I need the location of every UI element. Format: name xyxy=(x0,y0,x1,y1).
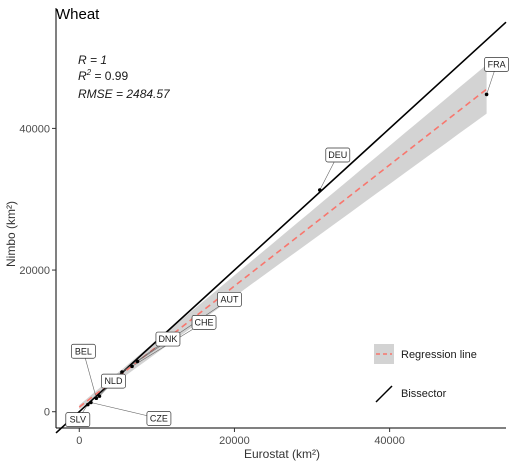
label-text: DNK xyxy=(158,334,177,344)
label-box xyxy=(70,343,96,359)
label-box xyxy=(65,412,91,427)
bisector-line xyxy=(55,21,507,434)
point-aut xyxy=(135,359,140,364)
point-che xyxy=(130,364,134,369)
point-nld xyxy=(97,394,102,398)
point-deu xyxy=(317,188,322,192)
label-box xyxy=(146,411,172,426)
label-nld: NLD xyxy=(101,373,126,389)
label-text: AUT xyxy=(220,294,239,304)
stat-r2-prefix: R xyxy=(78,69,87,83)
label-bel: BEL xyxy=(70,343,96,359)
label-box xyxy=(101,373,126,389)
point-slv xyxy=(86,402,90,407)
label-che: CHE xyxy=(191,315,217,330)
label-text: CHE xyxy=(195,317,214,327)
label-text: SLV xyxy=(70,415,86,425)
legend: Regression line Bissector xyxy=(374,344,477,403)
lines-layer xyxy=(55,21,507,434)
point-dnk xyxy=(120,370,124,374)
label-box xyxy=(484,57,509,72)
point-fra xyxy=(484,92,489,97)
y-tick-label: 40000 xyxy=(19,123,50,135)
points-layer xyxy=(86,92,489,407)
label-text: BEL xyxy=(75,346,92,356)
confidence-band-layer xyxy=(79,64,487,410)
label-text: CZE xyxy=(150,414,168,424)
regression-line xyxy=(78,88,488,408)
legend-label-bisector: Bissector xyxy=(401,388,447,400)
y-tick-label: 0 xyxy=(44,407,50,419)
label-aut: AUT xyxy=(217,292,242,307)
label-cze: CZE xyxy=(146,411,172,426)
label-box xyxy=(191,315,217,330)
label-box xyxy=(155,331,181,347)
label-dnk: DNK xyxy=(155,331,181,347)
stat-r: R = 1 xyxy=(78,53,107,67)
label-slv: SLV xyxy=(65,412,91,427)
legend-key-bisector xyxy=(375,385,393,403)
x-tick-label: 40000 xyxy=(374,435,405,447)
label-box xyxy=(217,292,242,307)
stats-block: R = 1 R2 = 0.99 RMSE = 2484.57 xyxy=(78,53,171,101)
x-axis-title: Eurostat (km²) xyxy=(244,447,320,461)
point-cze xyxy=(89,400,93,405)
label-text: FRA xyxy=(488,59,506,69)
connector-aut xyxy=(137,299,230,362)
y-tick-label: 20000 xyxy=(19,265,50,277)
stat-r2-exp: 2 xyxy=(86,68,92,77)
legend-label-regression: Regression line xyxy=(401,349,477,361)
label-fra: FRA xyxy=(484,57,509,72)
stat-rmse: RMSE = 2484.57 xyxy=(78,87,171,101)
label-text: DEU xyxy=(328,150,347,160)
x-tick-label: 20000 xyxy=(219,435,250,447)
stat-r2: R2 = 0.99 xyxy=(78,68,128,83)
stat-r2-value: = 0.99 xyxy=(91,69,128,83)
chart-title: Wheat xyxy=(56,6,100,23)
point-bel xyxy=(94,396,99,401)
x-axis-ticks: 0 20000 40000 xyxy=(76,428,405,447)
label-box xyxy=(325,147,351,163)
x-tick-label: 0 xyxy=(76,435,82,447)
regression-confidence-band xyxy=(79,64,487,410)
connector-bel xyxy=(83,351,97,399)
label-text: NLD xyxy=(104,376,123,386)
label-deu: DEU xyxy=(325,147,351,163)
y-axis-ticks: 0 20000 40000 xyxy=(19,123,56,419)
y-axis-title: Nimbo (km²) xyxy=(4,201,18,267)
point-labels: SLV CZE BEL NLD DNK CHE AUT DEU FRA xyxy=(65,57,509,427)
